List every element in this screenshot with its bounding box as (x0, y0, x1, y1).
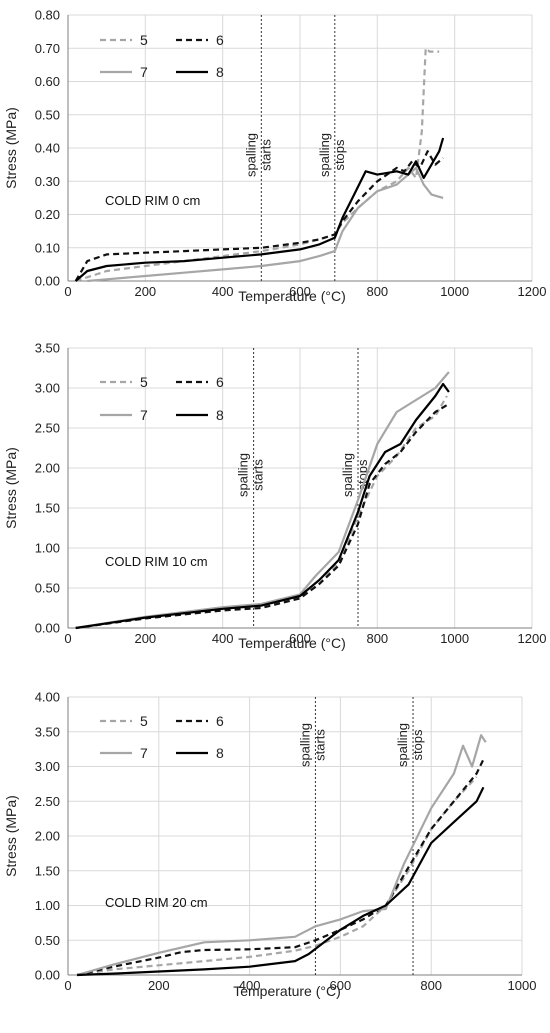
chart0-series-7-line (87, 166, 444, 283)
chart2-y-axis-label: Stress (MPa) (3, 795, 19, 877)
chart1-legend-label-7: 7 (140, 407, 148, 423)
chart1-vline-label-1-line2: stops (355, 459, 370, 491)
chart1-legend-label-8: 8 (216, 407, 224, 423)
chart0-legend-label-8: 8 (216, 64, 224, 80)
chart2-y-tick-label-5: 2.50 (35, 794, 60, 809)
chart1-x-tick-label-5: 1000 (440, 631, 469, 646)
chart2-y-tick-label-4: 2.00 (35, 829, 60, 844)
chart1-series-7-line (75, 371, 450, 630)
chart0-x-tick-label-4: 800 (366, 284, 388, 299)
chart0-y-tick-label-6: 0.60 (35, 74, 60, 89)
chart2-y-tick-label-8: 4.00 (35, 690, 60, 705)
chart0-legend-label-7: 7 (140, 64, 148, 80)
chart1-x-tick-label-3: 600 (289, 631, 311, 646)
chart1-series-6-line (75, 403, 450, 630)
chart0-vline-label-1-line1: spalling (317, 133, 332, 177)
chart-cold-rim-20cm: 0 200 400 600 800 1000 0.00 0.50 1.00 1.50 2.00 2.5… (3, 690, 537, 1000)
chart0-y-tick-label-2: 0.20 (35, 207, 60, 222)
chart0-y-tick-label-7: 0.70 (35, 41, 60, 56)
chart0-vline-label-0-line2: starts (258, 139, 273, 171)
chart2-vline-label-0-line2: starts (312, 729, 327, 761)
chart0-annotation: COLD RIM 0 cm (105, 193, 200, 208)
chart1-y-tick-label-1: 0.50 (35, 581, 60, 596)
chart1-x-tick-label-2: 400 (212, 631, 234, 646)
chart1-series-5-line (75, 395, 448, 630)
chart2-y-tick-label-3: 1.50 (35, 863, 60, 878)
chart2-y-tick-label-1: 0.50 (35, 933, 60, 948)
chart2-annotation: COLD RIM 20 cm (105, 895, 208, 910)
chart1-y-tick-label-4: 2.00 (35, 461, 60, 476)
chart0-y-tick-label-5: 0.50 (35, 107, 60, 122)
chart1-x-tick-label-6: 1200 (518, 631, 547, 646)
chart0-x-tick-label-5: 1000 (440, 284, 469, 299)
chart0-legend-label-6: 6 (216, 32, 224, 48)
chart2-legend-label-5: 5 (140, 713, 148, 729)
chart0-y-tick-label-1: 0.10 (35, 240, 60, 255)
chart1-x-tick-label-1: 200 (134, 631, 156, 646)
chart1-x-tick-label-0: 0 (64, 631, 71, 646)
chart1-y-tick-label-3: 1.50 (35, 501, 60, 516)
chart0-y-axis-label: Stress (MPa) (3, 107, 19, 189)
chart-cold-rim-0cm: 0 200 400 600 800 1000 1200 0.00 0.10 0.20 0.30 0.4… (3, 8, 547, 305)
chart0-y-tick-label-8: 0.80 (35, 8, 60, 23)
chart1-y-tick-label-7: 3.50 (35, 341, 60, 356)
chart1-series-8-line (75, 382, 450, 630)
chart2-legend-label-8: 8 (216, 745, 224, 761)
chart0-legend-label-5: 5 (140, 32, 148, 48)
chart0-vline-label-0-line1: spalling (243, 133, 258, 177)
chart2-y-tick-label-6: 3.00 (35, 759, 60, 774)
chart0-y-tick-label-0: 0.00 (35, 274, 60, 289)
chart1-vline-label-0-line1: spalling (236, 453, 251, 497)
chart1-annotation: COLD RIM 10 cm (105, 554, 208, 569)
chart1-y-axis-label: Stress (MPa) (3, 447, 19, 529)
chart0-y-tick-label-4: 0.40 (35, 141, 60, 156)
chart0-series-8-line (74, 137, 445, 282)
chart0-x-tick-label-1: 200 (134, 284, 156, 299)
chart1-y-tick-label-2: 1.00 (35, 541, 60, 556)
chart2-x-tick-label-3: 600 (330, 978, 352, 993)
chart0-x-tick-label-2: 400 (212, 284, 234, 299)
chart2-x-axis-label: Temperature (°C) (233, 983, 341, 999)
chart1-vline-label-1-line1: spalling (340, 453, 355, 497)
chart2-x-tick-label-0: 0 (64, 978, 71, 993)
chart1-x-axis-label: Temperature (°C) (238, 635, 346, 651)
chart0-x-tick-label-6: 1200 (518, 284, 547, 299)
chart1-vline-label-0-line2: starts (251, 459, 266, 491)
chart2-vline-label-0-line1: spalling (297, 723, 312, 767)
chart1-x-tick-label-4: 800 (366, 631, 388, 646)
chart2-y-tick-label-2: 1.00 (35, 898, 60, 913)
chart2-series-5-line (76, 776, 478, 977)
chart1-y-tick-label-0: 0.00 (35, 621, 60, 636)
chart2-series-6-line (76, 759, 485, 977)
chart2-x-tick-label-5: 1000 (508, 978, 537, 993)
chart2-x-tick-label-2: 400 (239, 978, 261, 993)
chart1-legend-label-5: 5 (140, 374, 148, 390)
chart1-legend-label-6: 6 (216, 374, 224, 390)
chart2-x-tick-label-1: 200 (148, 978, 170, 993)
chart-cold-rim-10cm: 0 200 400 600 800 1000 1200 0.00 0.50 1.00 1.50 2.0… (3, 341, 547, 652)
chart0-x-axis-label: Temperature (°C) (238, 288, 346, 304)
chart2-legend-label-6: 6 (216, 713, 224, 729)
chart1-y-tick-label-6: 3.00 (35, 381, 60, 396)
chart0-x-tick-label-3: 600 (289, 284, 311, 299)
chart1-y-tick-label-5: 2.50 (35, 421, 60, 436)
chart2-y-tick-label-0: 0.00 (35, 968, 60, 983)
chart0-y-tick-label-3: 0.30 (35, 174, 60, 189)
chart2-vline-label-1-line1: spalling (395, 723, 410, 767)
chart0-vline-label-1-line2: stops (332, 139, 347, 171)
chart2-legend-label-7: 7 (140, 745, 148, 761)
chart2-y-tick-label-7: 3.50 (35, 724, 60, 739)
chart2-vline-label-1-line2: stops (410, 729, 425, 761)
chart0-x-tick-label-0: 0 (64, 284, 71, 299)
chart2-series-7-line (76, 734, 487, 977)
chart2-series-8-line (77, 786, 485, 977)
chart2-x-tick-label-4: 800 (420, 978, 442, 993)
